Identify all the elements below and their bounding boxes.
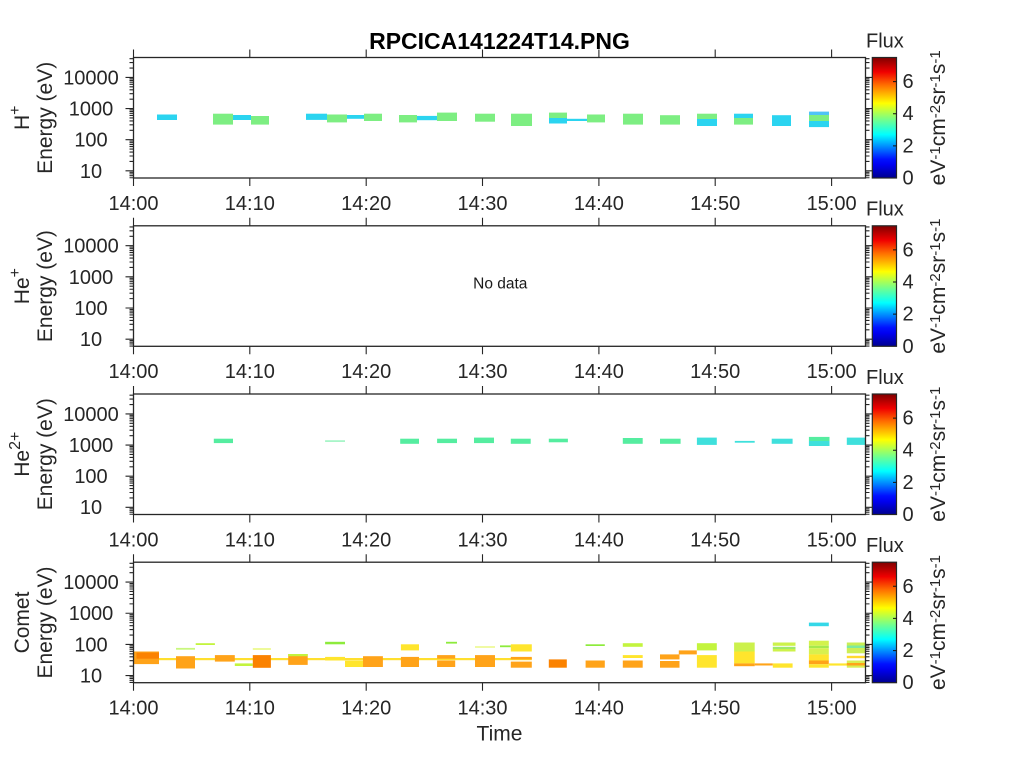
svg-text:14:40: 14:40 [574,361,624,383]
svg-text:Flux: Flux [866,367,904,389]
svg-text:15:00: 15:00 [807,698,857,720]
svg-text:Flux: Flux [866,535,904,557]
svg-text:14:50: 14:50 [690,529,740,551]
svg-text:14:20: 14:20 [341,698,391,720]
svg-text:14:00: 14:00 [108,361,158,383]
svg-text:14:30: 14:30 [457,529,507,551]
svg-text:4: 4 [903,440,914,462]
svg-text:100: 100 [74,466,107,488]
svg-text:14:20: 14:20 [341,529,391,551]
svg-text:100: 100 [74,298,107,320]
svg-text:15:00: 15:00 [807,193,857,215]
svg-text:0: 0 [903,168,914,190]
svg-text:14:40: 14:40 [574,193,624,215]
svg-text:1000: 1000 [69,603,114,625]
svg-text:14:00: 14:00 [108,698,158,720]
svg-text:10: 10 [80,497,102,519]
svg-text:10000: 10000 [63,236,119,258]
svg-text:14:50: 14:50 [690,193,740,215]
svg-text:14:40: 14:40 [574,529,624,551]
svg-text:6: 6 [903,576,914,598]
svg-text:10: 10 [80,161,102,183]
svg-text:14:30: 14:30 [457,193,507,215]
svg-text:14:20: 14:20 [341,193,391,215]
svg-text:1000: 1000 [69,99,114,121]
svg-text:14:50: 14:50 [690,698,740,720]
svg-text:15:00: 15:00 [807,361,857,383]
svg-text:10000: 10000 [63,572,119,594]
svg-text:4: 4 [903,103,914,125]
svg-text:1000: 1000 [69,435,114,457]
svg-text:10000: 10000 [63,404,119,426]
svg-text:Energy (eV): Energy (eV) [34,62,57,174]
svg-text:10: 10 [80,665,102,687]
svg-text:2: 2 [903,135,914,157]
svg-text:14:30: 14:30 [457,698,507,720]
svg-text:Flux: Flux [866,199,904,221]
svg-text:Energy (eV): Energy (eV) [34,566,57,678]
svg-text:2: 2 [903,640,914,662]
svg-text:RPCICA141224T14.PNG: RPCICA141224T14.PNG [369,28,630,54]
svg-text:100: 100 [74,130,107,152]
svg-text:Energy (eV): Energy (eV) [34,230,57,342]
svg-text:No data: No data [473,275,528,292]
svg-text:Time: Time [477,722,523,745]
svg-text:10000: 10000 [63,67,119,89]
svg-text:4: 4 [903,272,914,294]
svg-text:10: 10 [80,329,102,351]
svg-text:Energy (eV): Energy (eV) [34,398,57,510]
svg-text:6: 6 [903,239,914,261]
svg-text:0: 0 [903,336,914,358]
svg-text:4: 4 [903,608,914,630]
svg-text:0: 0 [903,504,914,526]
svg-text:14:30: 14:30 [457,361,507,383]
svg-text:0: 0 [903,672,914,694]
svg-text:1000: 1000 [69,267,114,289]
svg-text:6: 6 [903,408,914,430]
svg-text:14:00: 14:00 [108,529,158,551]
svg-text:14:50: 14:50 [690,361,740,383]
svg-text:14:10: 14:10 [225,361,275,383]
svg-text:14:20: 14:20 [341,361,391,383]
svg-text:6: 6 [903,71,914,93]
svg-text:2: 2 [903,472,914,494]
svg-text:14:10: 14:10 [225,193,275,215]
svg-text:Flux: Flux [866,30,904,52]
svg-text:14:00: 14:00 [108,193,158,215]
svg-text:14:10: 14:10 [225,529,275,551]
svg-text:14:10: 14:10 [225,698,275,720]
svg-text:Comet: Comet [11,591,34,653]
svg-text:14:40: 14:40 [574,698,624,720]
svg-text:100: 100 [74,634,107,656]
svg-text:15:00: 15:00 [807,529,857,551]
svg-text:2: 2 [903,304,914,326]
